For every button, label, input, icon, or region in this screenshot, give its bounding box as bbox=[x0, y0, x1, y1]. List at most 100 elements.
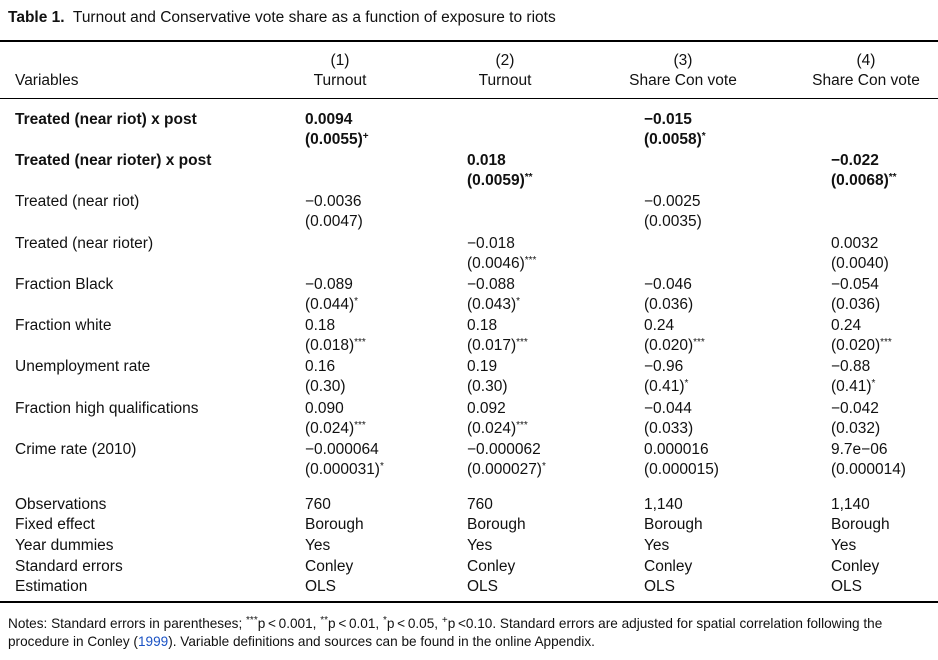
standard-error: (0.020)*** bbox=[644, 337, 705, 355]
standard-error: (0.0058)* bbox=[644, 131, 706, 149]
standard-error-value: (0.000031) bbox=[305, 461, 380, 478]
notes-intro: Notes: Standard errors in parentheses; bbox=[8, 616, 247, 631]
table-label: Table 1. bbox=[8, 9, 65, 26]
footer-value: Conley bbox=[831, 558, 880, 575]
coefficient: −0.089 bbox=[305, 276, 353, 293]
coefficient: 0.0032 bbox=[831, 235, 879, 252]
legend-mark: + bbox=[441, 615, 448, 626]
row-label: Treated (near rioter) x post bbox=[15, 152, 212, 169]
standard-error: (0.043)* bbox=[467, 296, 520, 314]
coefficient: −0.088 bbox=[467, 276, 515, 293]
footer-value: Conley bbox=[644, 558, 693, 575]
coefficient: −0.054 bbox=[831, 276, 879, 293]
top-rule bbox=[0, 40, 938, 42]
coefficient: 0.16 bbox=[305, 358, 336, 375]
standard-error: (0.0055)+ bbox=[305, 131, 369, 149]
standard-error-value: (0.0068) bbox=[831, 172, 889, 189]
standard-error-value: (0.000014) bbox=[831, 461, 906, 478]
coefficient: −0.88 bbox=[831, 358, 871, 375]
standard-error: (0.024)*** bbox=[305, 420, 366, 438]
standard-error: (0.0040) bbox=[831, 255, 889, 273]
legend-mark: ** bbox=[320, 615, 329, 626]
header-rule bbox=[0, 98, 938, 99]
column-name: Turnout bbox=[478, 72, 532, 89]
significance-mark: + bbox=[362, 131, 369, 142]
coefficient: −0.015 bbox=[644, 111, 692, 128]
standard-error: (0.0035) bbox=[644, 213, 702, 231]
footer-value: Borough bbox=[305, 516, 364, 533]
footer-value: Borough bbox=[644, 516, 703, 533]
bottom-rule bbox=[0, 601, 938, 603]
significance-mark: *** bbox=[524, 255, 537, 266]
significance-mark: *** bbox=[880, 337, 892, 348]
notes-end: ). Variable definitions and sources can … bbox=[168, 634, 595, 649]
footer-value: Yes bbox=[644, 537, 670, 554]
standard-error: (0.000014) bbox=[831, 461, 906, 479]
standard-error: (0.033) bbox=[644, 420, 693, 438]
standard-error-value: (0.036) bbox=[644, 296, 694, 313]
standard-error: (0.30) bbox=[467, 378, 508, 396]
standard-error-value: (0.30) bbox=[305, 378, 346, 395]
coefficient: −0.000062 bbox=[467, 441, 541, 458]
standard-error-value: (0.043) bbox=[467, 296, 517, 313]
table-caption: Table 1. Turnout and Conservative vote s… bbox=[8, 9, 556, 27]
column-number: (1) bbox=[330, 52, 350, 69]
standard-error-value: (0.41) bbox=[831, 378, 872, 395]
standard-error: (0.0046)*** bbox=[467, 255, 536, 273]
coefficient: 0.092 bbox=[467, 400, 506, 417]
standard-error-value: (0.044) bbox=[305, 296, 355, 313]
coefficient: −0.046 bbox=[644, 276, 692, 293]
row-label: Crime rate (2010) bbox=[15, 441, 137, 458]
row-label: Unemployment rate bbox=[15, 358, 151, 375]
standard-error: (0.000027)* bbox=[467, 461, 546, 479]
standard-error: (0.0059)** bbox=[467, 172, 533, 190]
significance-mark: * bbox=[701, 131, 706, 142]
table-notes: Notes: Standard errors in parentheses; *… bbox=[8, 615, 928, 651]
standard-error: (0.024)*** bbox=[467, 420, 528, 438]
significance-mark: * bbox=[684, 378, 689, 389]
standard-error: (0.41)* bbox=[831, 378, 875, 396]
standard-error: (0.0047) bbox=[305, 213, 363, 231]
coefficient: −0.018 bbox=[467, 235, 515, 252]
standard-error-value: (0.0046) bbox=[467, 255, 525, 272]
footer-value: OLS bbox=[831, 578, 863, 595]
standard-error: (0.036) bbox=[644, 296, 693, 314]
coefficient: 0.000016 bbox=[644, 441, 709, 458]
column-number: (3) bbox=[673, 52, 693, 69]
coefficient: −0.000064 bbox=[305, 441, 379, 458]
standard-error: (0.000015) bbox=[644, 461, 719, 479]
standard-error-value: (0.024) bbox=[467, 420, 517, 437]
standard-error: (0.30) bbox=[305, 378, 346, 396]
citation-link[interactable]: 1999 bbox=[137, 634, 169, 649]
standard-error-value: (0.0035) bbox=[644, 213, 702, 230]
footer-label: Fixed effect bbox=[15, 516, 95, 533]
footer-value: 760 bbox=[305, 496, 331, 513]
standard-error-value: (0.0055) bbox=[305, 131, 363, 148]
coefficient: 0.18 bbox=[305, 317, 336, 334]
coefficient: 9.7e−06 bbox=[831, 441, 888, 458]
significance-mark: * bbox=[379, 461, 384, 472]
significance-mark: * bbox=[871, 378, 876, 389]
significance-mark: *** bbox=[354, 337, 366, 348]
footer-value: Borough bbox=[831, 516, 890, 533]
column-number: (2) bbox=[495, 52, 515, 69]
standard-error-value: (0.020) bbox=[831, 337, 881, 354]
standard-error: (0.0068)** bbox=[831, 172, 897, 190]
standard-error-value: (0.018) bbox=[305, 337, 355, 354]
footer-value: Borough bbox=[467, 516, 526, 533]
footer-label: Standard errors bbox=[15, 558, 123, 575]
legend-text: p < 0.001, bbox=[257, 616, 321, 631]
footer-value: 1,140 bbox=[831, 496, 870, 513]
footer-label: Observations bbox=[15, 496, 107, 513]
coefficient: 0.018 bbox=[467, 152, 506, 169]
row-label: Treated (near riot) bbox=[15, 193, 140, 210]
footer-value: Conley bbox=[305, 558, 354, 575]
standard-error-value: (0.000027) bbox=[467, 461, 542, 478]
significance-mark: * bbox=[354, 296, 359, 307]
row-label: Fraction white bbox=[15, 317, 112, 334]
significance-legend: ***p < 0.001, **p < 0.01, *p < 0.05, +p … bbox=[246, 615, 496, 632]
coefficient: −0.044 bbox=[644, 400, 692, 417]
column-number: (4) bbox=[856, 52, 876, 69]
footer-value: Conley bbox=[467, 558, 516, 575]
